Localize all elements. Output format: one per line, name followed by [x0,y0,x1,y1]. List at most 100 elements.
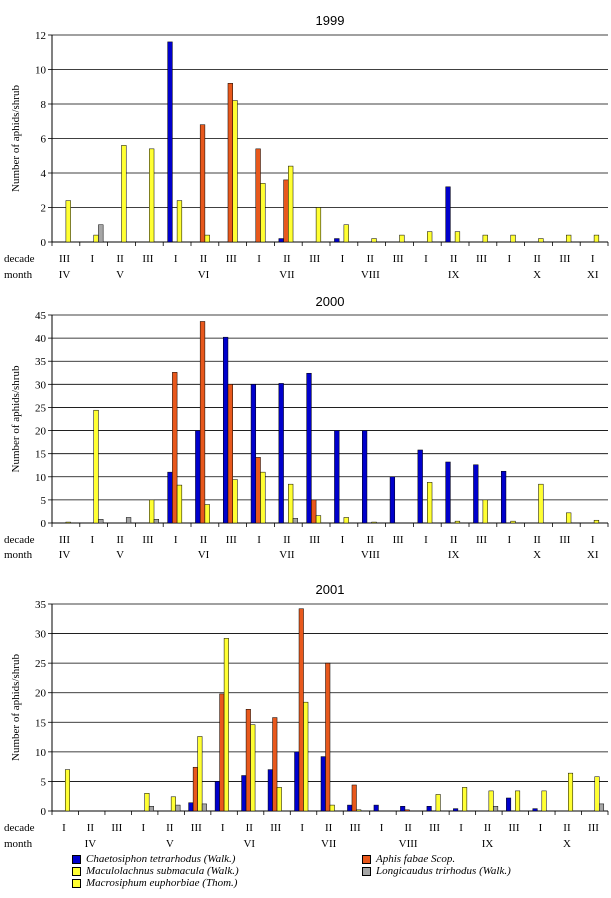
bar [64,769,70,812]
decade-label: III [111,822,122,834]
bar [245,709,251,812]
decade-label: I [507,253,511,265]
chart-title: 2001 [316,582,345,597]
bar [427,231,433,243]
decade-label: II [166,822,174,834]
bar [176,484,183,524]
bar [65,521,71,524]
bar [594,776,600,812]
bar [329,804,335,812]
decade-label: I [424,534,428,546]
decade-label: I [591,253,595,265]
bar [515,790,521,812]
decade-label: III [270,822,281,834]
month-label: VIII [361,269,380,281]
bar [199,321,206,524]
month-label: VII [279,269,295,281]
y-tick-label: 0 [41,518,47,530]
bar [473,464,479,524]
bar [303,701,309,812]
bar [232,479,238,524]
bar [167,471,173,524]
decade-label: III [59,253,70,265]
month-label: X [533,269,541,281]
legend-item-longicaudus: Longicaudus trirhodus (Walk.) [362,865,511,877]
bar [188,802,194,812]
y-tick-label: 35 [35,599,47,611]
decade-label: III [476,253,487,265]
bar [214,781,220,812]
bar [343,224,349,243]
bar [373,804,379,812]
bar [404,809,410,812]
legend-label: Aphis fabae Scop. [376,853,456,865]
y-tick-label: 10 [35,472,47,484]
bar [445,461,451,524]
y-tick-label: 8 [41,99,47,111]
chart-title: 1999 [316,13,345,28]
decade-label: I [380,822,384,834]
bar [593,519,600,524]
bar [288,165,294,243]
bar [538,483,544,524]
month-label: VII [321,838,337,850]
decade-label: II [367,253,375,265]
bar [351,784,357,812]
bar [599,803,605,812]
bar [435,794,441,812]
decade-label: I [174,253,178,265]
y-tick-label: 30 [35,379,47,391]
bar [201,803,207,812]
decade-label: II [563,822,571,834]
bar [197,736,203,812]
decade-label: I [341,253,345,265]
decade-label: III [309,253,320,265]
decade-label: I [300,822,304,834]
bar [170,796,176,812]
month-label: X [533,549,541,561]
y-tick-label: 20 [35,688,47,700]
bar [149,499,155,524]
decade-label: I [539,822,543,834]
month-label: IX [448,269,460,281]
decade-label: II [450,253,458,265]
month-row-label: month [4,838,33,850]
legend-label: Chaetosiphon tetrarhodus (Walk.) [86,853,236,865]
bar [227,384,233,524]
bar [399,234,405,243]
decade-label: III [393,253,404,265]
month-label: VIII [399,838,418,850]
legend-label: Macrosiphum euphorbiae (Thom.) [86,877,238,889]
bar [427,482,433,524]
decade-label: II [450,534,458,546]
bar [482,234,488,243]
decade-row-label: decade [4,253,35,265]
y-axis-label: Number of aphids/shrub [10,654,22,761]
bar [500,470,507,524]
decade-label: III [226,534,237,546]
legend-swatch [72,854,81,864]
bar [272,717,278,812]
bar [255,457,261,524]
decade-label: I [507,534,511,546]
decade-label: III [59,534,70,546]
decade-label: II [484,822,492,834]
decade-label: I [90,534,94,546]
y-tick-label: 4 [41,168,47,180]
month-label: IV [59,269,71,281]
chart-panel-2000: 2000 0 5 10 15 20 25 30 35 40 45 Number of aphids/s… [4,294,609,561]
decade-label: II [533,253,541,265]
legend-swatch [72,878,81,888]
decade-label: II [533,534,541,546]
bar [510,520,516,524]
legend-item-chaetosiphon: Chaetosiphon tetrarhodus (Walk.) [72,853,235,865]
y-axis-label: Number of aphids/shrub [10,365,22,472]
y-tick-label: 0 [41,237,47,249]
decade-label: III [588,822,599,834]
decade-label: I [257,253,261,265]
legend-swatch [72,866,81,876]
y-tick-label: 15 [35,449,47,461]
y-tick-label: 2 [41,203,47,215]
bar [98,519,104,524]
bar [125,517,132,524]
